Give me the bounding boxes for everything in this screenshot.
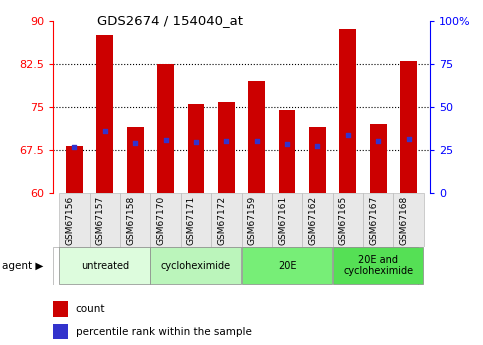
Text: GSM67170: GSM67170 [156, 196, 166, 245]
Point [71, 144, 78, 149]
Text: GSM67157: GSM67157 [96, 196, 105, 245]
Bar [248, 81, 265, 193]
Point [344, 132, 352, 137]
Bar [309, 127, 326, 193]
Point [283, 141, 291, 147]
Text: GSM67167: GSM67167 [369, 196, 378, 245]
Text: GSM67158: GSM67158 [126, 196, 135, 245]
Point [374, 138, 382, 144]
Bar [400, 61, 417, 193]
Bar [279, 110, 296, 193]
FancyBboxPatch shape [150, 247, 241, 284]
Text: GSM67165: GSM67165 [339, 196, 348, 245]
FancyBboxPatch shape [89, 193, 120, 247]
Point [253, 138, 260, 144]
Point [162, 137, 170, 142]
Bar [127, 127, 143, 193]
Bar [218, 102, 235, 193]
Point [313, 143, 321, 148]
Point [131, 140, 139, 146]
FancyBboxPatch shape [150, 193, 181, 247]
Bar [66, 146, 83, 193]
FancyBboxPatch shape [394, 193, 424, 247]
Bar [370, 124, 386, 193]
Bar [53, 324, 68, 339]
FancyBboxPatch shape [242, 193, 272, 247]
Text: GSM67171: GSM67171 [187, 196, 196, 245]
Text: cycloheximide: cycloheximide [161, 261, 231, 270]
FancyBboxPatch shape [363, 193, 394, 247]
Point [192, 139, 200, 145]
Bar [97, 35, 113, 193]
Text: percentile rank within the sample: percentile rank within the sample [76, 327, 252, 337]
FancyBboxPatch shape [120, 193, 150, 247]
Point [405, 136, 412, 142]
FancyBboxPatch shape [242, 247, 332, 284]
Bar [187, 104, 204, 193]
Bar [340, 29, 356, 193]
Text: 20E and
cycloheximide: 20E and cycloheximide [343, 255, 413, 276]
Text: GSM67161: GSM67161 [278, 196, 287, 245]
FancyBboxPatch shape [333, 193, 363, 247]
FancyBboxPatch shape [59, 247, 150, 284]
Text: agent ▶: agent ▶ [2, 261, 44, 270]
Text: GSM67172: GSM67172 [217, 196, 227, 245]
Text: GSM67156: GSM67156 [65, 196, 74, 245]
Text: GSM67168: GSM67168 [399, 196, 409, 245]
FancyBboxPatch shape [181, 193, 211, 247]
FancyBboxPatch shape [333, 247, 424, 284]
Point [223, 139, 230, 144]
FancyBboxPatch shape [272, 193, 302, 247]
Point [101, 128, 109, 134]
Text: untreated: untreated [81, 261, 129, 270]
FancyBboxPatch shape [302, 193, 333, 247]
Text: GDS2674 / 154040_at: GDS2674 / 154040_at [97, 14, 242, 27]
Text: count: count [76, 304, 105, 314]
Bar [157, 64, 174, 193]
Text: GSM67159: GSM67159 [248, 196, 256, 245]
FancyBboxPatch shape [59, 193, 89, 247]
Text: 20E: 20E [278, 261, 297, 270]
Bar [53, 301, 68, 317]
FancyBboxPatch shape [211, 193, 242, 247]
Text: GSM67162: GSM67162 [309, 196, 317, 245]
